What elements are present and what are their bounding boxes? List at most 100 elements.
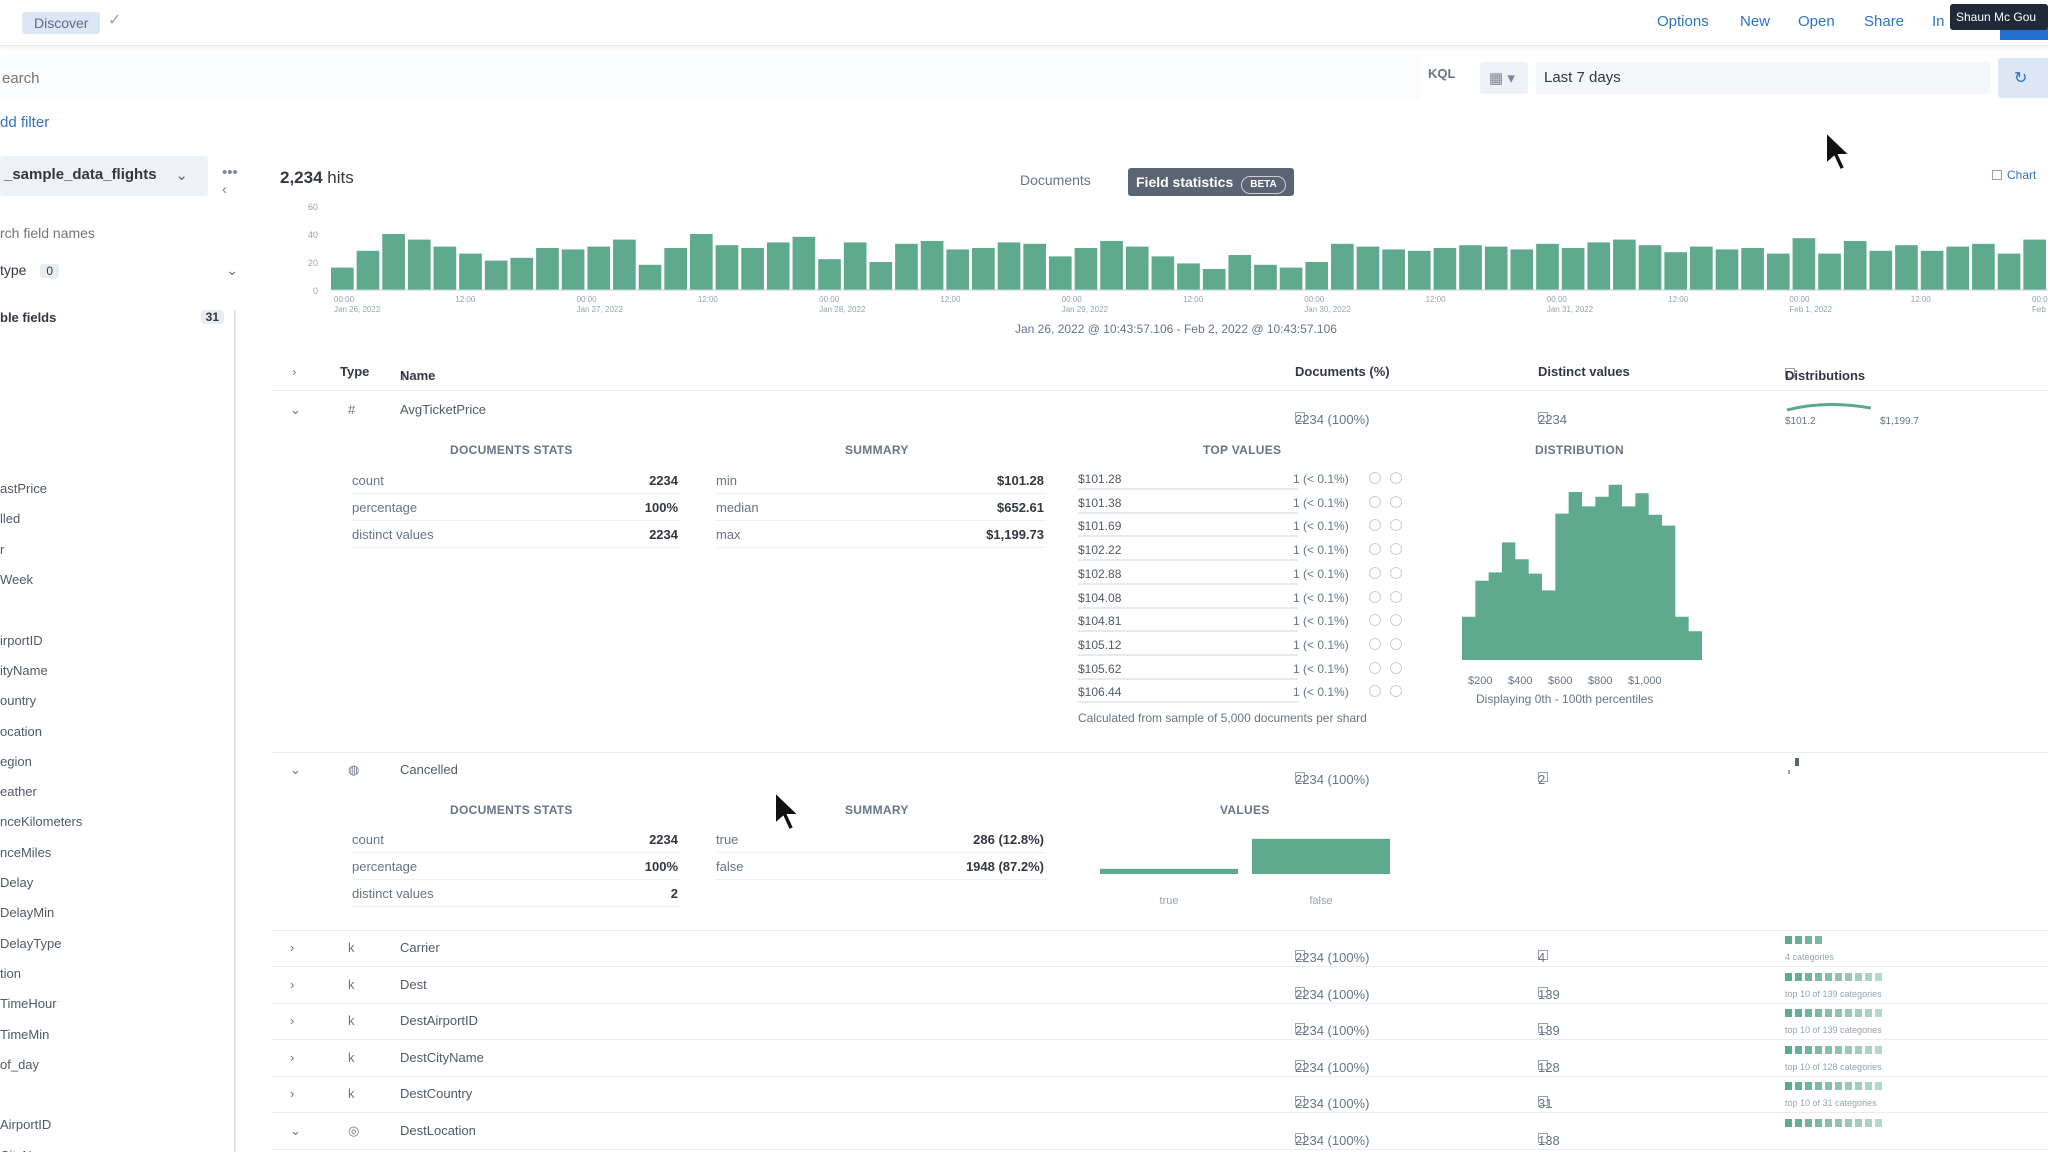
save-button[interactable]	[2000, 28, 2048, 40]
new-link[interactable]: New	[1740, 13, 1771, 30]
filter-out-icon[interactable]	[1390, 472, 1402, 484]
share-link[interactable]: Share	[1864, 13, 1905, 30]
column-documents[interactable]: Documents (%)	[1295, 364, 1390, 379]
field-list-item[interactable]: egion	[0, 753, 32, 769]
available-fields-header[interactable]: ble fields 31	[0, 310, 224, 325]
table-row[interactable]: › k DestAirportID 2234 (100%) 139 top 10 of 1…	[280, 1003, 2048, 1039]
search-input[interactable]	[0, 56, 1420, 100]
field-list-item[interactable]: TimeHour	[0, 996, 57, 1012]
chevron-right-icon[interactable]: ›	[290, 976, 295, 992]
field-list-item[interactable]: AirportID	[0, 1117, 52, 1133]
hits-histogram[interactable]: 60 40 20 0 00:00 Jan 26, 2022 12:00 00:00 Jan 27…	[290, 200, 2048, 330]
field-list-item[interactable]: r	[0, 541, 5, 557]
expand-all-icon[interactable]: ›	[292, 364, 297, 379]
filter-out-icon[interactable]	[1390, 685, 1402, 698]
add-filter-link[interactable]: dd filter	[0, 114, 50, 131]
chevron-down-icon[interactable]: ⌄	[290, 762, 301, 777]
histogram-bar	[1125, 246, 1149, 290]
table-row[interactable]: › k DestCityName 2234 (100%) 128 top 10 of 12…	[280, 1040, 2048, 1076]
field-list-item[interactable]	[0, 1087, 230, 1117]
field-list-item[interactable]: ountry	[0, 693, 37, 709]
mini-bar	[1815, 972, 1822, 981]
chevron-right-icon[interactable]: ›	[290, 1049, 295, 1065]
field-list-item[interactable]: Delay	[0, 875, 34, 891]
histogram-bar	[1382, 249, 1405, 290]
tab-documents[interactable]: Documents	[1020, 172, 1091, 188]
date-range-picker[interactable]: Last 7 days	[1536, 62, 1990, 94]
filter-in-icon[interactable]	[1369, 614, 1381, 627]
chevron-right-icon[interactable]: ›	[290, 940, 295, 955]
chevron-down-icon[interactable]: ⌄	[290, 1123, 301, 1138]
filter-in-icon[interactable]	[1369, 495, 1381, 508]
top-value-row: $101.38 1 (< 0.1%)	[1078, 492, 1408, 516]
field-list-item[interactable]	[0, 421, 230, 451]
distribution-note: top 10 of 31 categories	[1785, 1098, 1877, 1109]
column-distinct-values[interactable]: Distinct values	[1538, 364, 1630, 379]
field-list-item[interactable]	[0, 390, 230, 420]
tab-field-statistics[interactable]: Field statistics BETA	[1128, 168, 1294, 196]
field-list-item[interactable]: nceKilometers	[0, 814, 83, 830]
field-list-item[interactable]: TimeMin	[0, 1026, 50, 1042]
chevron-down-icon[interactable]: ⌄	[290, 402, 301, 417]
field-list-item[interactable]: DelayMin	[0, 905, 55, 921]
chevron-right-icon[interactable]: ›	[290, 1013, 295, 1029]
chevron-right-icon[interactable]: ›	[290, 1086, 295, 1102]
field-list-item[interactable]: ityName	[0, 662, 48, 678]
field-list-item[interactable]: DelayType	[0, 935, 62, 951]
chart-toggle[interactable]: Chart	[1992, 168, 2036, 182]
filter-in-icon[interactable]	[1369, 661, 1381, 674]
filter-in-icon[interactable]	[1369, 543, 1381, 556]
filter-in-icon[interactable]	[1369, 519, 1381, 532]
field-list-item[interactable]: lled	[0, 511, 21, 527]
filter-out-icon[interactable]	[1390, 590, 1402, 603]
type-filter-count: 0	[40, 264, 60, 278]
mini-bar	[1845, 972, 1852, 981]
column-type[interactable]: Type	[340, 364, 370, 379]
kql-toggle[interactable]: KQL	[1428, 66, 1456, 81]
calendar-icon[interactable]: ▦ ▾	[1480, 62, 1528, 94]
field-list-item[interactable]: tion	[0, 965, 21, 981]
histogram-bar	[1997, 253, 2021, 290]
table-row-avgticketprice[interactable]: ⌄ # AvgTicketPrice 2234 (100%) 2234 $101…	[280, 392, 2048, 428]
field-list-item[interactable]: nceMiles	[0, 844, 52, 860]
filter-out-icon[interactable]	[1390, 566, 1402, 579]
table-row[interactable]: › k DestCountry 2234 (100%) 31 top 10 of 31 c…	[280, 1076, 2048, 1112]
filter-in-icon[interactable]	[1369, 566, 1381, 579]
filter-out-icon[interactable]	[1390, 519, 1402, 532]
field-list-item[interactable]: of_day	[0, 1056, 40, 1072]
more-options-icon[interactable]: ••• ‹	[222, 164, 238, 198]
table-row[interactable]: › k Dest 2234 (100%) 139 top 10 of 139 catego…	[280, 967, 2048, 1003]
type-filter[interactable]: type 0 ⌄	[0, 262, 238, 292]
field-list-item[interactable]	[0, 602, 230, 632]
field-list-item[interactable]: CityName	[0, 1148, 230, 1152]
filter-out-icon[interactable]	[1390, 614, 1402, 627]
mini-bar	[1875, 1009, 1882, 1018]
inspect-link[interactable]: In	[1932, 13, 1945, 30]
refresh-icon[interactable]: ↻	[1998, 58, 2048, 98]
table-row-cancelled[interactable]: ⌄ ◍ Cancelled 2234 (100%) 2	[280, 752, 2048, 788]
mini-distribution-chart	[1788, 758, 1799, 774]
field-list-item[interactable]: ocation	[0, 723, 42, 739]
open-link[interactable]: Open	[1798, 13, 1835, 30]
filter-out-icon[interactable]	[1390, 495, 1402, 508]
filter-in-icon[interactable]	[1369, 637, 1381, 650]
field-list-item[interactable]	[0, 360, 230, 390]
table-row[interactable]: › k Carrier 2234 (100%) 4 4 categories	[280, 930, 2048, 966]
filter-out-icon[interactable]	[1390, 661, 1402, 674]
breadcrumb-discover[interactable]: Discover	[22, 12, 101, 34]
mini-bar	[1865, 1045, 1872, 1054]
filter-out-icon[interactable]	[1390, 637, 1402, 650]
filter-out-icon[interactable]	[1390, 543, 1402, 556]
field-list-item[interactable]	[0, 451, 230, 481]
field-list-item[interactable]: astPrice	[0, 481, 47, 497]
field-list-item[interactable]: eather	[0, 784, 37, 800]
field-list-item[interactable]: Week	[0, 572, 33, 588]
index-pattern-selector[interactable]: _sample_data_flights ⌄	[0, 156, 208, 196]
table-row[interactable]: ⌄ ◎ DestLocation 2234 (100%) 138	[280, 1113, 2048, 1149]
field-search-input[interactable]	[0, 218, 232, 248]
options-link[interactable]: Options	[1657, 13, 1709, 30]
filter-in-icon[interactable]	[1369, 590, 1381, 603]
filter-in-icon[interactable]	[1369, 472, 1381, 484]
field-list-item[interactable]: irportID	[0, 632, 43, 648]
filter-in-icon[interactable]	[1369, 685, 1381, 698]
